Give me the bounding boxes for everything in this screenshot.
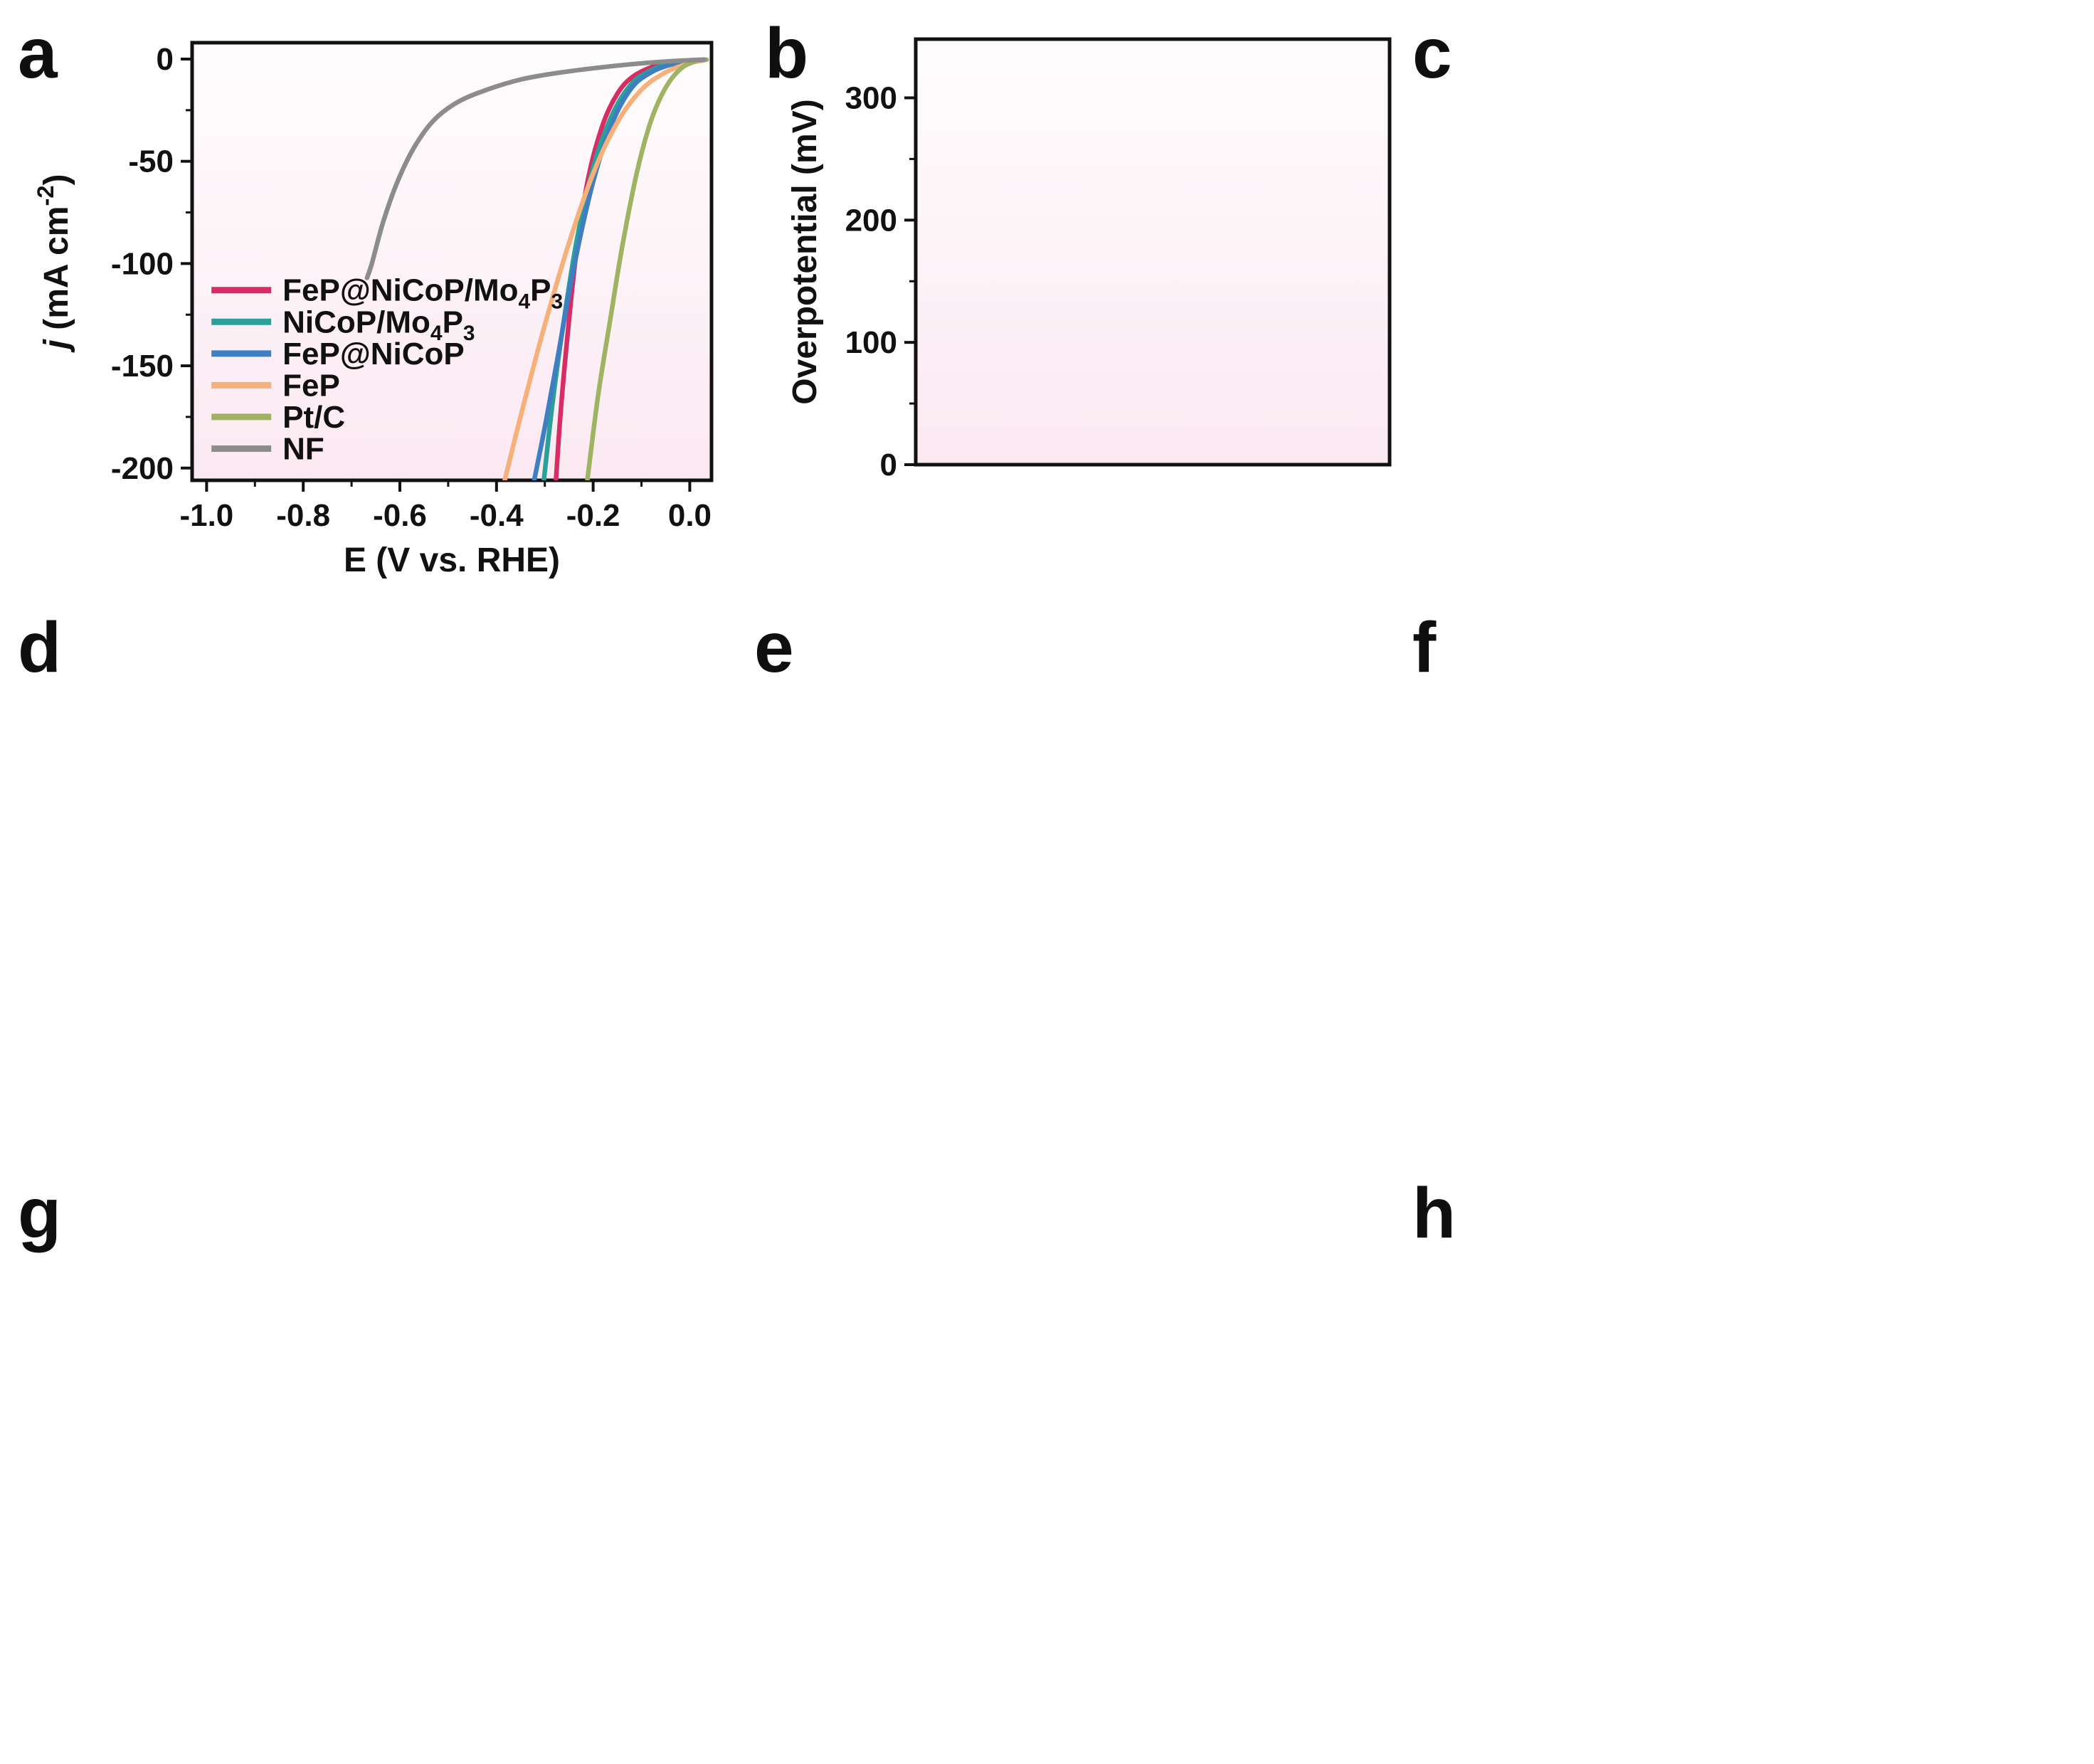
panel-letter-c: c [1412,14,1452,93]
plot-frame [190,41,714,482]
panel-letter-e: e [754,608,794,687]
panel-letter-g: g [18,1173,62,1253]
legend-label: NiCoP/Mo4P3 [282,305,475,345]
y-tick-label: 0 [157,42,174,77]
legend-label: FeP [282,368,340,403]
series-layer [364,57,709,480]
panel-d: d [18,612,729,1160]
legend: FeP@NiCoP/Mo4P3NiCoP/Mo4P3FeP@NiCoPFePPt… [211,273,563,466]
panel-letter-b: b [765,14,809,93]
panel-a: a -1.0 -0.8 -0.6 -0.4 -0.2 0.0 0 -50 -100 -150 -20… [18,18,729,608]
y-tick-label: 200 [845,203,897,238]
y-tick-label: 0 [880,448,897,482]
panel-a-chart: -1.0 -0.8 -0.6 -0.4 -0.2 0.0 0 -50 -100 -150 -200 E… [18,18,729,612]
y-tick-label: -100 [111,246,174,281]
panel-b: b 0 100 200 300 Overpotential (mV) [765,18,1405,608]
y-axis-label: j (mA cm-2) [32,174,75,354]
panel-c: c [1412,18,2081,608]
axes: -1.0 -0.8 -0.6 -0.4 -0.2 0.0 0 -50 -100 -150 -200 [111,42,712,533]
x-tick-label: -1.0 [179,498,233,533]
plot-frame [914,37,1392,467]
y-tick-label: -150 [111,349,174,384]
legend-label: NF [282,431,324,466]
panel-e: e [754,612,1402,1160]
panel-g: g [18,1178,1370,1747]
legend-label: FeP@NiCoP [282,337,465,371]
curve-pt-c [585,57,709,480]
panel-b-chart: 0 100 200 300 Overpotential (mV) [765,18,1405,612]
legend-label: FeP@NiCoP/Mo4P3 [282,273,563,314]
plot-background [916,39,1390,465]
x-tick-label: -0.8 [276,498,330,533]
y-tick-label: 100 [845,325,897,360]
curve-nf [364,57,707,280]
panel-letter-f: f [1412,608,1437,687]
chart-svg-b: 0 100 200 300 Overpotential (mV) [786,37,1392,482]
x-tick-label: -0.2 [566,498,620,533]
panel-letter-d: d [18,608,62,687]
panel-letter-h: h [1412,1173,1456,1253]
x-tick-label: 0.0 [668,498,712,533]
chart-svg-a: -1.0 -0.8 -0.6 -0.4 -0.2 0.0 0 -50 -100 -150 -200 E… [32,41,714,579]
y-tick-label: -50 [128,144,174,179]
panel-f: f [1412,612,2081,1160]
y-tick-label: 300 [845,80,897,115]
curve-fep [502,58,707,480]
x-tick-label: -0.6 [373,498,427,533]
plot-background [192,43,712,480]
y-axis-label: Overpotential (mV) [786,99,824,404]
panel-h: h [1412,1178,2081,1747]
x-tick-label: -0.4 [470,498,524,533]
y-tick-label: -200 [111,451,174,486]
panel-letter-a: a [18,14,58,93]
axes: 0 100 200 300 [845,80,916,482]
x-axis-label: E (V vs. RHE) [344,542,560,579]
legend-label: Pt/C [282,400,345,435]
